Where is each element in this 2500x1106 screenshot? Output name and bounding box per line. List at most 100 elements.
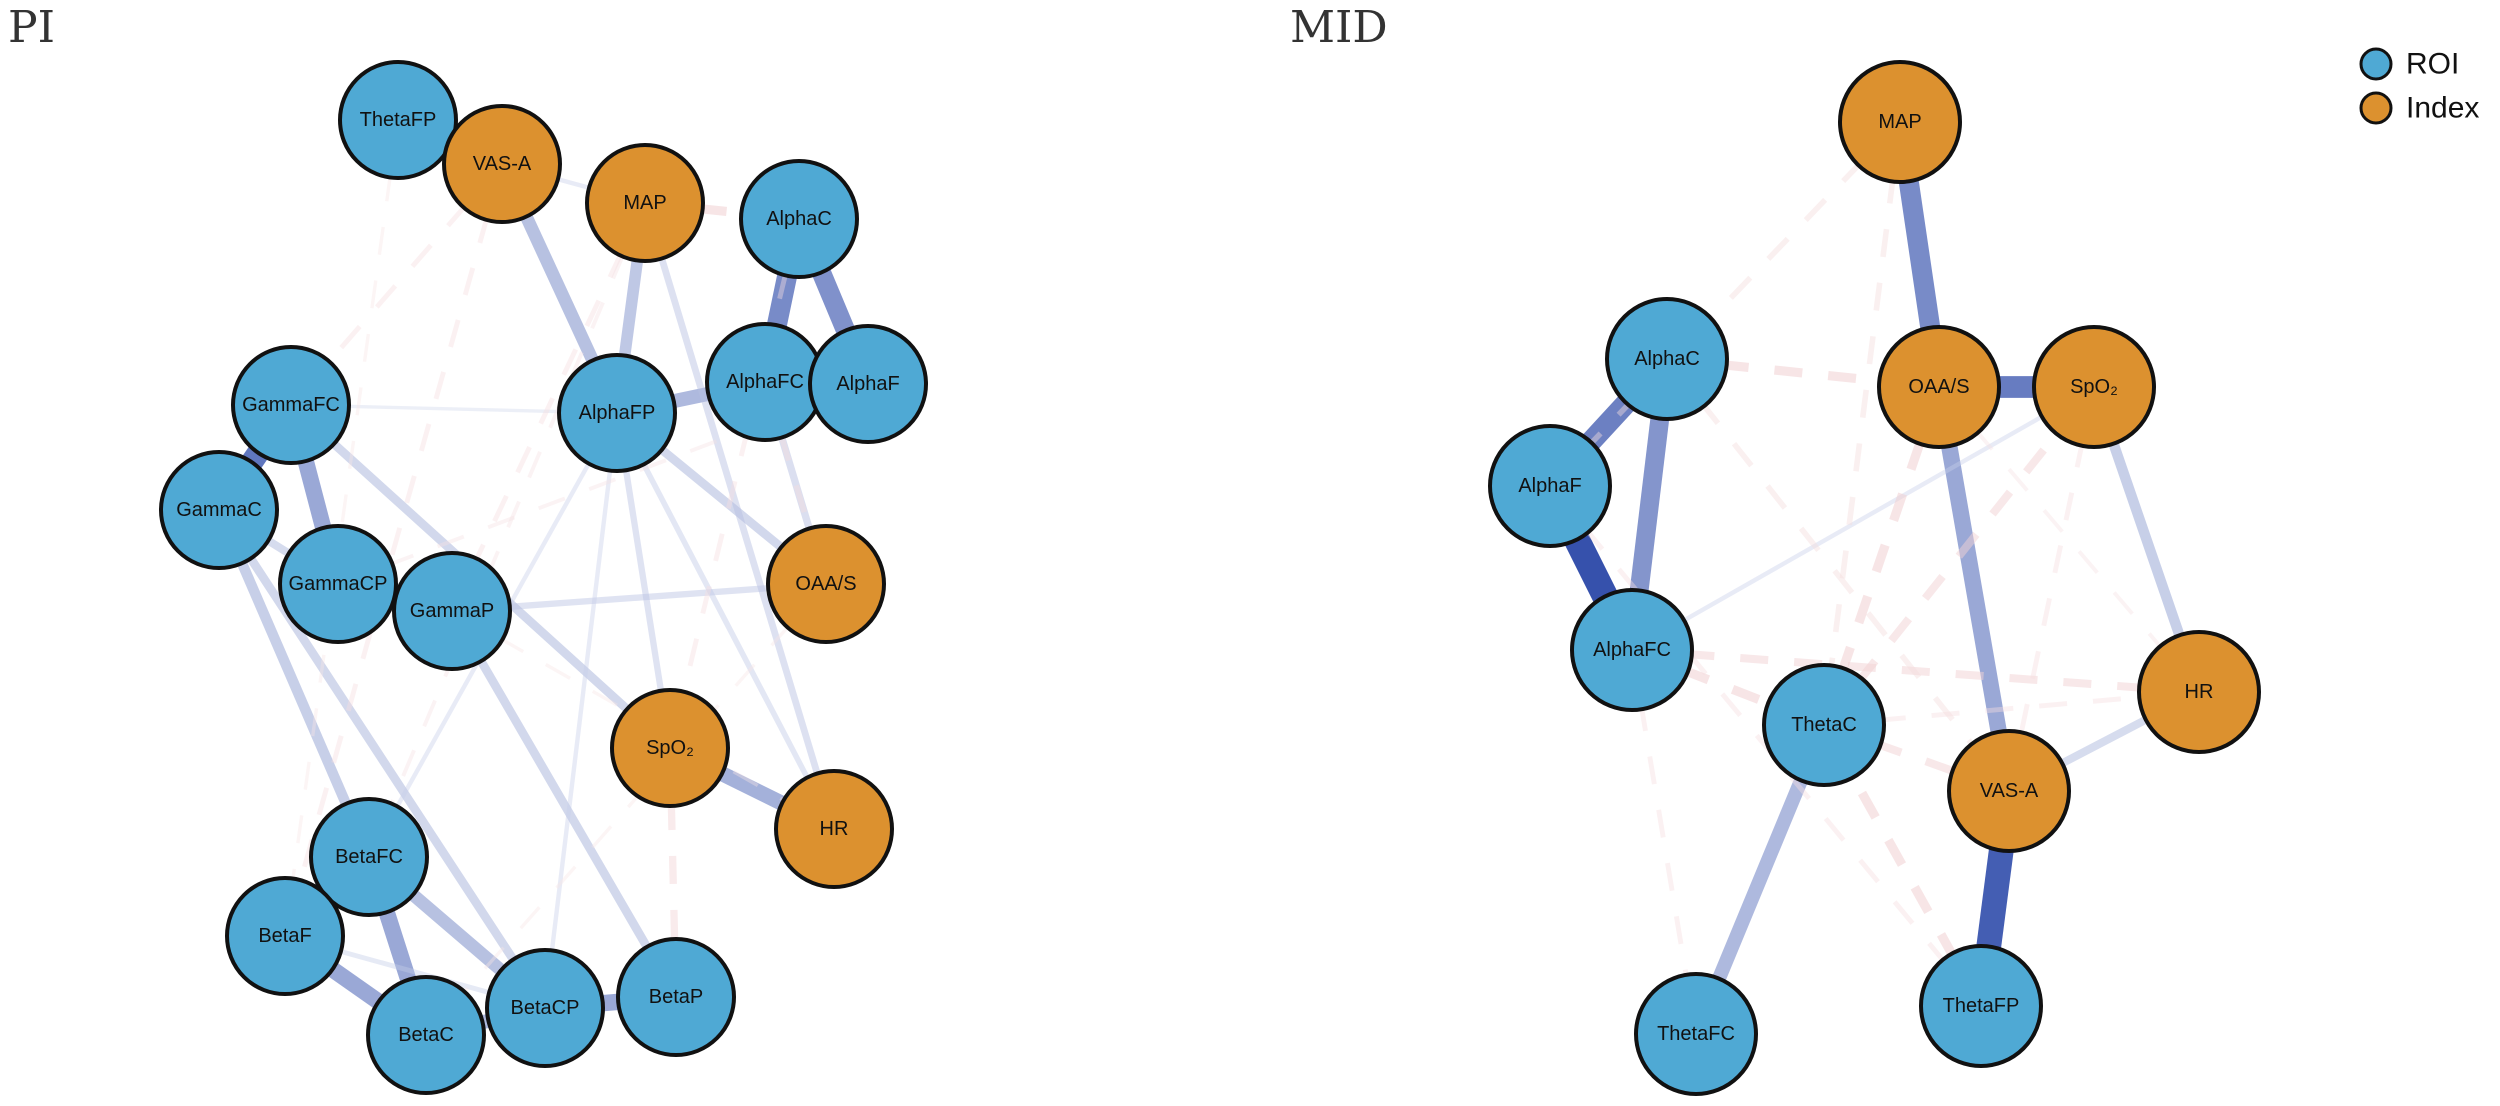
node-label-alphafp: AlphaFP [579,402,656,424]
node-vas-a: VAS-A [1947,729,2071,853]
node-circle-gammap [392,551,512,671]
node-label-alphaf: AlphaF [836,373,899,395]
edge-oaa-s-hr [1937,385,2201,694]
edge-map-gammap [449,201,648,613]
node-label-gammafc: GammaFC [242,394,340,416]
node-label-thetac: ThetaC [1791,714,1857,736]
node-alphafp: AlphaFP [557,353,677,473]
node-layer-pi: ThetaFP VAS-A MAP AlphaC AlphaFC AlphaF AlphaF… [159,60,928,1095]
node-circle-hr [2137,630,2261,754]
node-circle-gammac [159,450,279,570]
node-label-betaf: BetaF [258,925,311,947]
node-alphac: AlphaC [739,159,859,279]
node-label-thetafp: ThetaFP [360,109,437,131]
node-circle-gammafc [231,345,351,465]
node-circle-betafc [309,797,429,917]
node-label-betacp: BetaCP [511,997,580,1019]
edge-layer-mid [1538,120,2204,1037]
node-hr: HR [774,769,894,889]
node-label-oaa-s: OAA/S [1908,376,1969,398]
node-label-thetafp: ThetaFP [1943,995,2020,1017]
legend-label-roi: ROI [2406,48,2459,81]
node-circle-betacp [485,948,605,1068]
legend: ROI Index [2359,47,2479,125]
node-label-spo2: SpO₂ [2070,376,2118,398]
node-circle-thetac [1762,663,1886,787]
node-label-betafc: BetaFC [335,846,403,868]
node-gammacp: GammaCP [278,524,398,644]
edge-alphafp-hr [614,411,837,831]
node-label-gammac: GammaC [176,499,262,521]
edge-thetac-hr [1823,689,2200,728]
node-label-hr: HR [820,818,849,840]
node-oaa-s: OAA/S [1877,325,2001,449]
node-label-alphac: AlphaC [766,208,832,230]
edge-alphaf-gammacp [337,382,869,586]
node-layer-mid: MAP AlphaC OAA/S SpO₂ AlphaF AlphaFC ThetaC HR V… [1488,60,2261,1096]
node-circle-thetafp [1919,944,2043,1068]
legend-item-roi: ROI [2359,47,2459,81]
edge-alphafc-spo2 [1630,385,2096,652]
panel-title-mid: MID [1290,2,1388,53]
node-betac: BetaC [366,975,486,1095]
edge-map-alphaf [1547,120,1903,488]
edge-gammac-betacp [215,507,549,1011]
node-label-map: MAP [1878,111,1921,133]
node-circle-alphaf [808,324,928,444]
node-label-alphac: AlphaC [1634,348,1700,370]
legend-swatch-roi [2359,47,2393,81]
edge-alphafc-thetafc [1629,649,1699,1035]
node-label-alphafc: AlphaFC [1593,639,1671,661]
legend-swatch-index [2359,91,2393,125]
node-thetafc: ThetaFC [1634,972,1758,1096]
node-label-oaa-s: OAA/S [795,573,856,595]
panel-title-pi: PI [8,2,55,53]
node-betafc: BetaFC [309,797,429,917]
node-circle-alphafc [1570,588,1694,712]
node-gammap: GammaP [392,551,512,671]
node-alphac: AlphaC [1605,297,1729,421]
node-hr: HR [2137,630,2261,754]
edge-hr-alphafc [1631,646,2200,696]
node-circle-map [585,143,705,263]
node-circle-alphafp [557,353,677,473]
node-label-alphaf: AlphaF [1518,475,1581,497]
node-spo2: SpO₂ [610,688,730,808]
node-circle-oaa-s [766,524,886,644]
node-thetafp: ThetaFP [338,60,458,180]
node-circle-vas-a [442,104,562,224]
node-alphafc: AlphaFC [705,322,825,442]
edge-oaa-s-vas-a [1930,385,2018,793]
edge-map-hr [641,202,838,830]
network-panel-mid: MAP AlphaC OAA/S SpO₂ AlphaF AlphaFC ThetaC HR V… [1488,60,2261,1096]
node-label-betap: BetaP [649,986,703,1008]
legend-item-index: Index [2359,91,2479,125]
edge-gammap-betap [448,608,680,1000]
edge-alphac-vas-a [1664,357,2012,793]
node-circle-oaa-s [1877,325,2001,449]
edge-map-thetac [1821,121,1903,726]
node-label-alphafc: AlphaFC [726,371,804,393]
node-label-gammap: GammaP [410,600,494,622]
node-label-betac: BetaC [398,1024,454,1046]
node-circle-betap [616,937,736,1057]
node-circle-hr [774,769,894,889]
node-label-gammacp: GammaCP [289,573,388,595]
edge-alphafp-betacp [542,412,620,1009]
node-label-spo2: SpO₂ [646,737,694,759]
node-thetac: ThetaC [1762,663,1886,787]
node-oaa-s: OAA/S [766,524,886,644]
node-label-hr: HR [2185,681,2214,703]
edge-vas-a-betaf [282,163,505,937]
node-vas-a: VAS-A [442,104,562,224]
node-circle-betac [366,975,486,1095]
node-thetafp: ThetaFP [1919,944,2043,1068]
node-circle-spo2 [610,688,730,808]
edge-alphaf-thetafp [1548,484,1983,1008]
edge-gammap-oaa-s [451,580,827,615]
node-circle-alphac [1605,297,1729,421]
edge-spo2-vas-a [2006,386,2097,792]
node-circle-betaf [225,876,345,996]
node-betacp: BetaCP [485,948,605,1068]
node-circle-gammacp [278,524,398,644]
